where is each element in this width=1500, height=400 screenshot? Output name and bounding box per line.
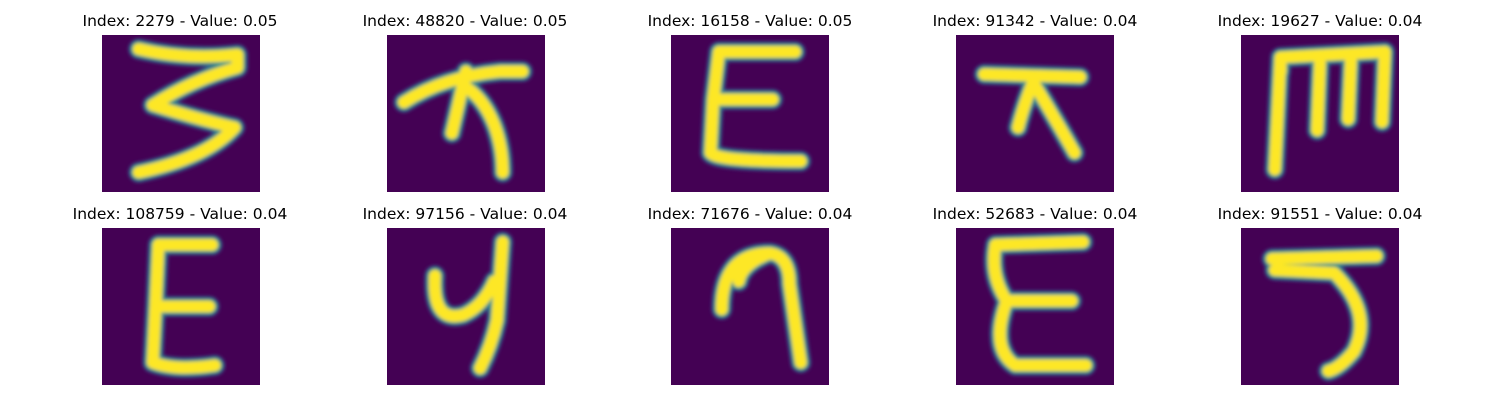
panel-title: Index: 2279 - Value: 0.05 — [82, 12, 278, 30]
panel-title: Index: 71676 - Value: 0.04 — [647, 205, 853, 223]
character-image — [1241, 228, 1399, 385]
panel-title: Index: 97156 - Value: 0.04 — [362, 205, 568, 223]
character-image — [102, 35, 260, 192]
image-background — [956, 35, 1114, 192]
panel-title: Index: 108759 - Value: 0.04 — [72, 205, 288, 223]
character-stroke — [1261, 245, 1387, 382]
character-stroke — [128, 38, 248, 183]
panel-title: Index: 16158 - Value: 0.05 — [647, 12, 853, 30]
panel-title: Index: 48820 - Value: 0.05 — [362, 12, 568, 30]
character-stroke — [711, 243, 811, 373]
character-stroke — [1264, 41, 1396, 180]
character-image — [671, 35, 829, 192]
character-image — [102, 228, 260, 385]
character-image — [387, 35, 545, 192]
character-image — [956, 35, 1114, 192]
character-stroke — [974, 64, 1091, 163]
character-stroke — [983, 231, 1096, 376]
character-image — [387, 228, 545, 385]
character-image — [671, 228, 829, 385]
panel-title: Index: 91342 - Value: 0.04 — [932, 12, 1138, 30]
panel-title: Index: 52683 - Value: 0.04 — [932, 205, 1138, 223]
character-stroke — [424, 231, 513, 379]
panel-title: Index: 19627 - Value: 0.04 — [1217, 12, 1423, 30]
character-stroke — [393, 61, 533, 183]
character-image — [1241, 35, 1399, 192]
character-stroke — [700, 41, 811, 172]
panel-title: Index: 91551 - Value: 0.04 — [1217, 205, 1423, 223]
character-image — [956, 228, 1114, 385]
character-stroke — [142, 234, 226, 378]
